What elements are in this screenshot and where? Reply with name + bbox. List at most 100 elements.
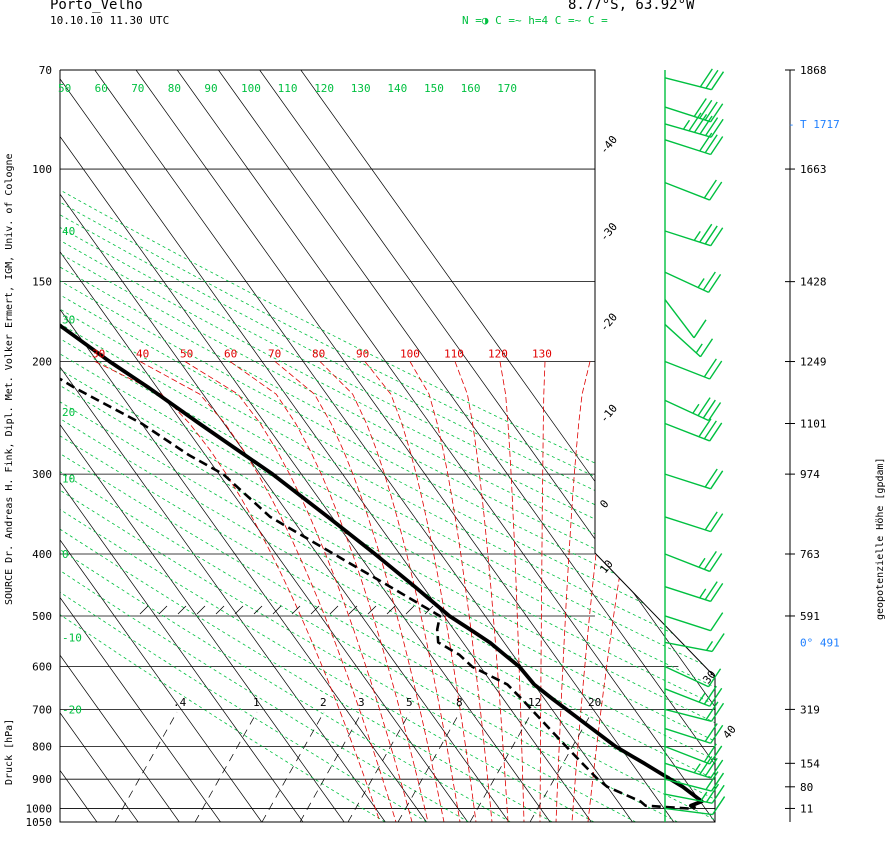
dry-adiabat-top-label: 120 — [314, 82, 334, 95]
freezing-hatch-mark — [386, 605, 396, 615]
moist-adiabat-line — [587, 361, 681, 822]
freezing-hatch-mark — [253, 605, 263, 615]
wind-barb — [664, 771, 725, 792]
dry-adiabat-top-label: 60 — [95, 82, 108, 95]
isotherm-label: -30 — [597, 220, 620, 244]
isotherm-label: -10 — [597, 402, 620, 426]
dry-adiabat-top-label: 110 — [278, 82, 298, 95]
temperature-profile — [60, 70, 704, 811]
dry-adiabat-line — [60, 70, 386, 822]
wind-barb — [664, 743, 723, 765]
wind-barb — [664, 112, 724, 138]
dry-adiabat-line — [60, 70, 636, 822]
height-tick-label: 1101 — [800, 417, 827, 430]
mixing-ratio-line — [347, 711, 411, 822]
dry-adiabat-top-label: 160 — [461, 82, 481, 95]
wind-barb — [664, 685, 723, 707]
moist-adiabat-line — [364, 361, 477, 822]
freezing-hatch-mark — [272, 605, 282, 615]
moist-adiabat-line — [139, 361, 397, 822]
height-tick-label: 319 — [800, 703, 820, 716]
dry-adiabat-top-label: 100 — [241, 82, 261, 95]
mixing-ratio-line — [529, 711, 593, 822]
wind-barb — [664, 612, 724, 632]
isotherm-line — [60, 70, 510, 822]
isotherm-line — [60, 70, 180, 822]
isotherm-line — [60, 70, 427, 822]
dry-adiabat-top-label: 80 — [168, 82, 181, 95]
wind-barb — [664, 723, 724, 744]
mixing-ratio-line — [397, 711, 461, 822]
pressure-tick-label: 100 — [32, 163, 52, 176]
dry-adiabat-line — [60, 70, 715, 822]
special-level-label: T 1717 — [800, 118, 840, 131]
mixing-ratio-label: .4 — [173, 696, 187, 709]
dry-adiabat-line — [60, 70, 715, 822]
wind-barb — [664, 271, 722, 294]
freezing-hatch-mark — [215, 605, 225, 615]
moist-adiabat-label: 60 — [224, 348, 237, 361]
freezing-hatch-mark — [424, 605, 434, 615]
pressure-tick-label: 500 — [32, 610, 52, 623]
moist-adiabat-line — [539, 361, 546, 822]
dry-adiabat-line — [60, 70, 469, 822]
moist-adiabat-line — [319, 361, 461, 822]
isotherm-line — [259, 70, 715, 822]
mixing-ratio-label: 1 — [253, 696, 260, 709]
wind-barb — [664, 323, 714, 358]
mixing-ratio-label: 3 — [358, 696, 365, 709]
freezing-hatch-mark — [348, 605, 358, 615]
height-tick-label: 154 — [800, 757, 820, 770]
isotherm-line — [60, 70, 592, 822]
wind-barb — [664, 468, 724, 490]
freezing-hatch-mark — [177, 605, 187, 615]
moist-adiabat-label: 70 — [268, 348, 281, 361]
cloud-codes: N =◑ C =~ h=4 C =~ C = — [462, 14, 608, 27]
dry-adiabat-left-label: 30 — [62, 314, 75, 327]
special-level-label: 0° 491 — [800, 636, 840, 649]
wind-barb — [664, 633, 725, 653]
dry-adiabat-top-label: 70 — [131, 82, 144, 95]
mixing-ratio-label: 12 — [528, 696, 541, 709]
dry-adiabat-top-label: 170 — [497, 82, 517, 95]
mixing-ratio-line — [261, 711, 325, 822]
dry-adiabat-left-label: -20 — [62, 703, 82, 716]
height-tick-label: 591 — [800, 610, 820, 623]
sounding-datetime: 10.10.10 11.30 UTC — [50, 14, 169, 27]
mixing-ratio-line — [194, 711, 258, 822]
dry-adiabat-left-label: 40 — [62, 225, 75, 238]
wind-barb — [664, 132, 724, 156]
mixing-ratio-line — [299, 711, 363, 822]
wind-barb — [664, 98, 724, 123]
isotherm-line — [60, 70, 221, 822]
isotherm-label: 40 — [720, 723, 738, 742]
moist-adiabat-line — [94, 361, 381, 822]
height-tick-label: 974 — [800, 468, 820, 481]
wind-barb — [664, 418, 723, 442]
dry-adiabat-top-label: 140 — [387, 82, 407, 95]
dewpoint-profile — [60, 70, 689, 810]
dry-adiabat-top-label: 150 — [424, 82, 444, 95]
dry-adiabat-line — [60, 70, 715, 822]
freezing-hatch-mark — [405, 605, 415, 615]
pressure-tick-label: 300 — [32, 468, 52, 481]
freezing-hatch-mark — [158, 605, 168, 615]
freezing-hatch-mark — [139, 605, 149, 615]
pressure-tick-label: 400 — [32, 548, 52, 561]
wind-barb — [664, 783, 725, 804]
height-tick-label: 1428 — [800, 276, 827, 289]
pressure-tick-label: 600 — [32, 661, 52, 674]
dry-adiabat-left-label: 20 — [62, 406, 75, 419]
mixing-ratio-line — [114, 711, 178, 822]
pressure-tick-label: 700 — [32, 703, 52, 716]
dry-adiabat-line — [60, 70, 715, 822]
freezing-hatch-mark — [196, 605, 206, 615]
dry-adiabat-top-label: 50 — [58, 82, 71, 95]
height-tick-label: 1663 — [800, 163, 827, 176]
moist-adiabat-line — [555, 361, 591, 822]
moist-adiabat-label: 30 — [92, 348, 105, 361]
pressure-tick-label: 1050 — [26, 816, 53, 829]
dry-adiabat-line — [60, 70, 428, 822]
dry-adiabat-line — [60, 70, 715, 822]
isotherm-label: 0 — [597, 497, 611, 510]
